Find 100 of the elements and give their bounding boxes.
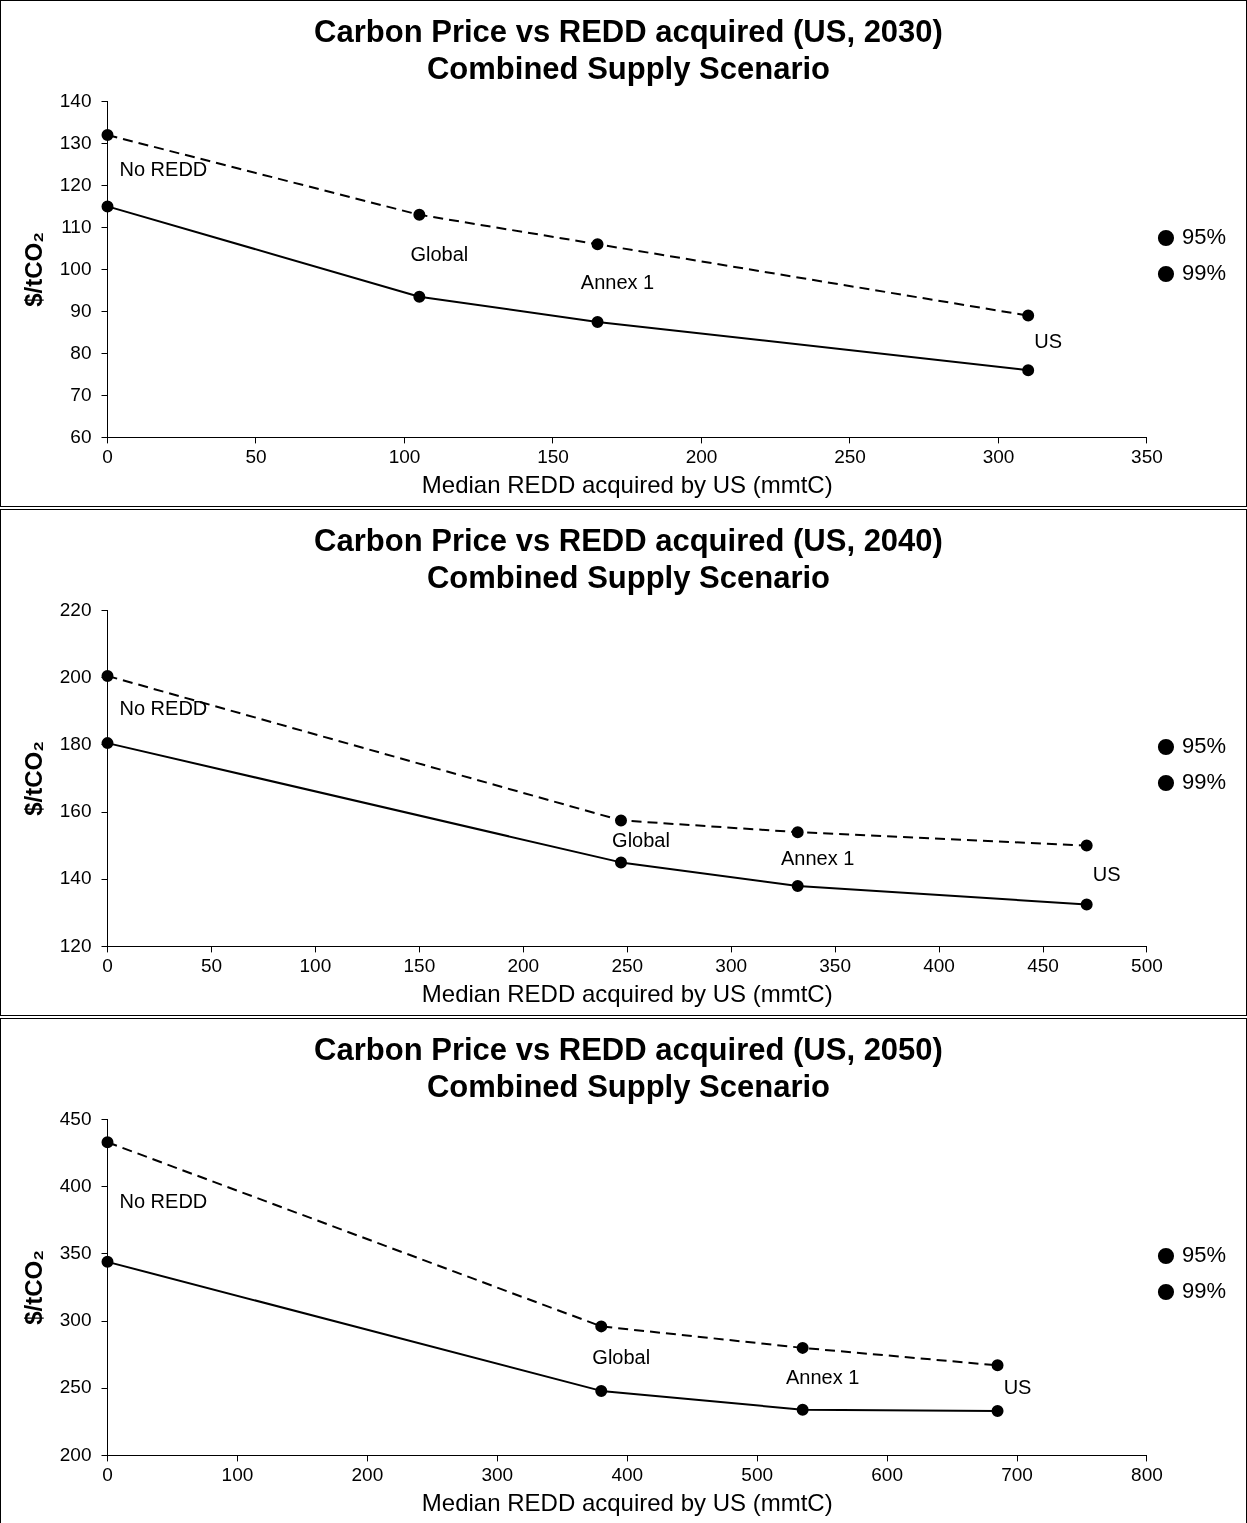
x-tick-label: 50: [245, 446, 267, 468]
x-tick-label: 450: [1027, 955, 1059, 977]
x-tick-label: 500: [741, 1464, 774, 1486]
x-tick-label: 800: [1131, 1464, 1163, 1486]
x-tick-label: 350: [1131, 446, 1163, 468]
x-tick-label: 400: [611, 1464, 644, 1486]
annotation: No REDD: [119, 697, 208, 720]
y-tick-label: 220: [59, 598, 92, 620]
x-tick-label: 600: [871, 1464, 903, 1486]
x-tick-label: 100: [299, 955, 332, 977]
x-tick-label: 250: [611, 955, 644, 977]
legend-label: 99%: [1181, 260, 1227, 286]
x-tick-label: 400: [923, 955, 955, 977]
y-tick-label: 450: [59, 1107, 92, 1129]
point: [101, 1136, 114, 1149]
x-tick-label: 150: [403, 955, 436, 977]
chart-subtitle: Combined Supply Scenario: [426, 51, 831, 87]
x-tick-label: 100: [221, 1464, 254, 1486]
x-tick-label: 200: [507, 955, 540, 977]
x-tick-label: 150: [537, 446, 569, 468]
point: [791, 826, 804, 839]
y-tick-label: 140: [59, 867, 92, 889]
y-tick-label: 200: [59, 1443, 92, 1465]
point: [595, 1320, 608, 1333]
y-tick-label: 120: [59, 934, 92, 956]
point: [101, 737, 114, 750]
chart-title: Carbon Price vs REDD acquired (US, 2050): [314, 1032, 943, 1068]
x-axis-title: Median REDD acquired by US (mmtC): [421, 980, 833, 1008]
annotation: US: [1092, 862, 1121, 885]
point: [1022, 309, 1035, 322]
y-tick-label: 120: [59, 173, 92, 195]
y-tick-label: 300: [59, 1309, 92, 1331]
x-tick-label: 100: [388, 446, 421, 468]
y-tick-label: 130: [59, 131, 92, 153]
point: [595, 1384, 608, 1397]
x-tick-label: 0: [102, 1464, 113, 1486]
point: [101, 129, 114, 141]
legend-label: 95%: [1181, 1242, 1227, 1268]
chart-subtitle: Combined Supply Scenario: [426, 560, 831, 596]
point: [1022, 364, 1035, 377]
x-tick-label: 0: [102, 955, 113, 977]
x-tick-label: 500: [1131, 955, 1163, 977]
point: [1080, 898, 1093, 911]
y-tick-label: 400: [59, 1174, 92, 1196]
legend-label: 95%: [1181, 224, 1227, 250]
y-tick-label: 200: [59, 665, 92, 687]
y-axis-title: $/tCO₂: [20, 1250, 48, 1325]
y-tick-label: 180: [59, 733, 92, 755]
annotation: US: [1034, 330, 1063, 353]
chart-title: Carbon Price vs REDD acquired (US, 2030): [314, 14, 943, 50]
legend-label: 99%: [1181, 1278, 1227, 1304]
point: [101, 200, 114, 213]
point: [1080, 839, 1093, 852]
y-tick-label: 80: [70, 341, 92, 363]
y-tick-label: 100: [59, 257, 92, 279]
x-tick-label: 50: [200, 955, 223, 977]
annotation: Global: [410, 243, 469, 266]
y-tick-label: 110: [61, 215, 92, 237]
annotation: US: [1003, 1375, 1032, 1398]
y-axis-title: $/tCO₂: [20, 232, 48, 307]
chart-subtitle: Combined Supply Scenario: [426, 1069, 831, 1105]
point: [413, 290, 426, 303]
y-tick-label: 250: [59, 1376, 92, 1398]
y-tick-label: 160: [59, 800, 92, 822]
y-tick-label: 60: [70, 425, 92, 447]
annotation: Annex 1: [580, 270, 655, 293]
x-tick-label: 300: [982, 446, 1015, 468]
point: [796, 1341, 809, 1354]
legend-label: 95%: [1181, 733, 1227, 759]
y-tick-label: 90: [70, 299, 92, 321]
point: [991, 1405, 1004, 1418]
x-axis-title: Median REDD acquired by US (mmtC): [421, 471, 833, 499]
x-tick-label: 200: [351, 1464, 384, 1486]
point: [991, 1359, 1004, 1372]
point: [791, 879, 804, 892]
annotation: No REDD: [119, 158, 208, 181]
point: [615, 856, 627, 869]
point: [796, 1403, 809, 1416]
x-tick-label: 200: [685, 446, 718, 468]
legend-label: 99%: [1181, 769, 1227, 795]
x-tick-label: 300: [715, 955, 748, 977]
x-tick-label: 0: [102, 446, 113, 468]
y-tick-label: 70: [70, 383, 92, 405]
annotation: Annex 1: [781, 846, 855, 869]
x-tick-label: 350: [819, 955, 851, 977]
x-tick-label: 250: [834, 446, 866, 468]
x-tick-label: 700: [1001, 1464, 1033, 1486]
x-axis-title: Median REDD acquired by US (mmtC): [421, 1489, 833, 1517]
chart-title: Carbon Price vs REDD acquired (US, 2040): [314, 523, 943, 559]
point: [101, 1255, 114, 1268]
point: [413, 208, 426, 221]
annotation: Annex 1: [785, 1366, 860, 1389]
x-tick-label: 300: [481, 1464, 514, 1486]
y-tick-label: 350: [59, 1242, 92, 1264]
point: [591, 238, 604, 251]
y-axis-title: $/tCO₂: [20, 741, 48, 816]
point: [615, 814, 627, 827]
point: [591, 315, 604, 328]
y-tick-label: 140: [59, 89, 92, 111]
annotation: No REDD: [119, 1189, 208, 1212]
